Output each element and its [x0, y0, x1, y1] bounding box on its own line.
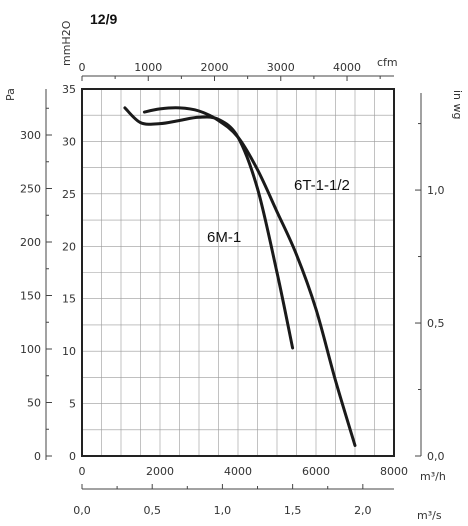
m3s-tick-label: 0,5 — [143, 504, 161, 517]
pa-tick-label: 200 — [20, 236, 41, 249]
plot-frame — [81, 88, 395, 457]
cfm-tick-label: 1000 — [134, 61, 162, 74]
axes: 0 50 100 150 200 250 300 Pa 0 5 10 15 20 25 30 35 mmH2O 0… — [4, 20, 464, 522]
inwg-tick-label: 1,0 — [427, 184, 445, 197]
inwg-tick-label: 0,5 — [427, 317, 445, 330]
cfm-tick-label: 2000 — [201, 61, 229, 74]
series-label-6m: 6M-1 — [207, 229, 241, 246]
m3h-tick-label: 6000 — [302, 465, 330, 478]
pa-tick-label: 100 — [20, 343, 41, 356]
pa-unit-label: Pa — [4, 88, 17, 101]
model-label: 12/9 — [90, 11, 117, 27]
mmh2o-tick-label: 30 — [62, 135, 76, 148]
m3s-unit-label: m³/s — [417, 509, 442, 522]
m3s-tick-label: 0,0 — [73, 504, 91, 517]
cfm-tick-label: 3000 — [267, 61, 295, 74]
inwg-unit-label: in wg — [451, 90, 464, 120]
inwg-tick-label: 0,0 — [427, 450, 445, 463]
curve-6t-1-1-2 — [142, 106, 357, 447]
mmh2o-tick-label: 5 — [69, 398, 76, 411]
m3h-tick-label: 4000 — [224, 465, 252, 478]
mmh2o-tick-label: 10 — [62, 345, 76, 358]
m3s-tick-label: 1,5 — [284, 504, 302, 517]
pa-tick-label: 0 — [34, 450, 41, 463]
mmh2o-tick-label: 25 — [62, 188, 76, 201]
mmh2o-tick-label: 20 — [62, 240, 76, 253]
mmh2o-tick-label: 0 — [69, 450, 76, 463]
pa-tick-label: 150 — [20, 290, 41, 303]
m3h-tick-label: 2000 — [146, 465, 174, 478]
mmh2o-tick-label: 15 — [62, 293, 76, 306]
cfm-tick-label: 0 — [79, 61, 86, 74]
m3s-tick-label: 2,0 — [354, 504, 372, 517]
mmh2o-unit-label: mmH2O — [60, 20, 73, 66]
cfm-unit-label: cfm — [377, 56, 398, 69]
pa-tick-label: 50 — [27, 397, 41, 410]
grid — [82, 89, 394, 456]
mmh2o-tick-label: 35 — [62, 83, 76, 96]
series-label-6t: 6T-1-1/2 — [294, 177, 350, 194]
curves — [123, 106, 357, 447]
cfm-tick-label: 4000 — [333, 61, 361, 74]
m3s-tick-label: 1,0 — [214, 504, 232, 517]
curve-6m-1 — [123, 106, 295, 350]
pa-tick-label: 250 — [20, 183, 41, 196]
pa-tick-label: 300 — [20, 129, 41, 142]
m3h-tick-label: 8000 — [380, 465, 408, 478]
m3h-tick-label: 0 — [79, 465, 86, 478]
m3h-unit-label: m³/h — [420, 470, 446, 483]
